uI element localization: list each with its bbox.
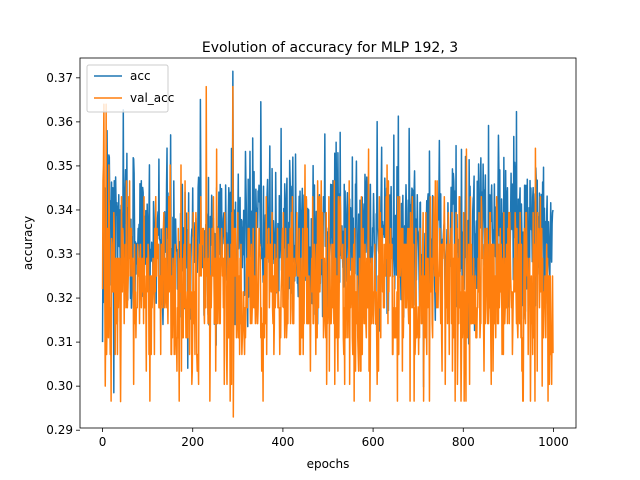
- x-tick-label: 400: [271, 435, 294, 449]
- series-line-val-acc: [101, 85, 554, 418]
- x-axis-label: epochs: [307, 457, 350, 471]
- x-tick-label: 200: [181, 435, 204, 449]
- plot-frame: [79, 57, 577, 429]
- legend-label-val-acc: val_acc: [130, 91, 174, 105]
- legend-label-acc: acc: [130, 69, 151, 83]
- legend: acc val_acc: [86, 64, 174, 113]
- x-tick-label: 1000: [538, 435, 569, 449]
- x-tick-label: 800: [452, 435, 475, 449]
- series-layer: [101, 70, 554, 418]
- y-tick-label: 0.37: [46, 71, 73, 85]
- x-tick-label: 0: [99, 435, 107, 449]
- y-tick-label: 0.30: [46, 379, 73, 393]
- chart-title: Evolution of accuracy for MLP 192, 3: [202, 40, 458, 56]
- y-tick-label: 0.34: [46, 203, 73, 217]
- y-tick-label: 0.32: [46, 291, 73, 305]
- y-axis-label: accuracy: [21, 216, 35, 270]
- y-axis: 0.29 0.30 0.31 0.32 0.33 0.34 0.35 0.36 0.37: [46, 71, 80, 437]
- y-tick-label: 0.35: [46, 159, 73, 173]
- x-tick-label: 600: [362, 435, 385, 449]
- y-tick-label: 0.36: [46, 115, 73, 129]
- y-tick-label: 0.31: [46, 335, 73, 349]
- x-axis: 0 200 400 600 800 1000: [99, 428, 569, 449]
- y-tick-label: 0.29: [46, 423, 73, 437]
- y-tick-label: 0.33: [46, 247, 73, 261]
- plot-area: [79, 57, 577, 429]
